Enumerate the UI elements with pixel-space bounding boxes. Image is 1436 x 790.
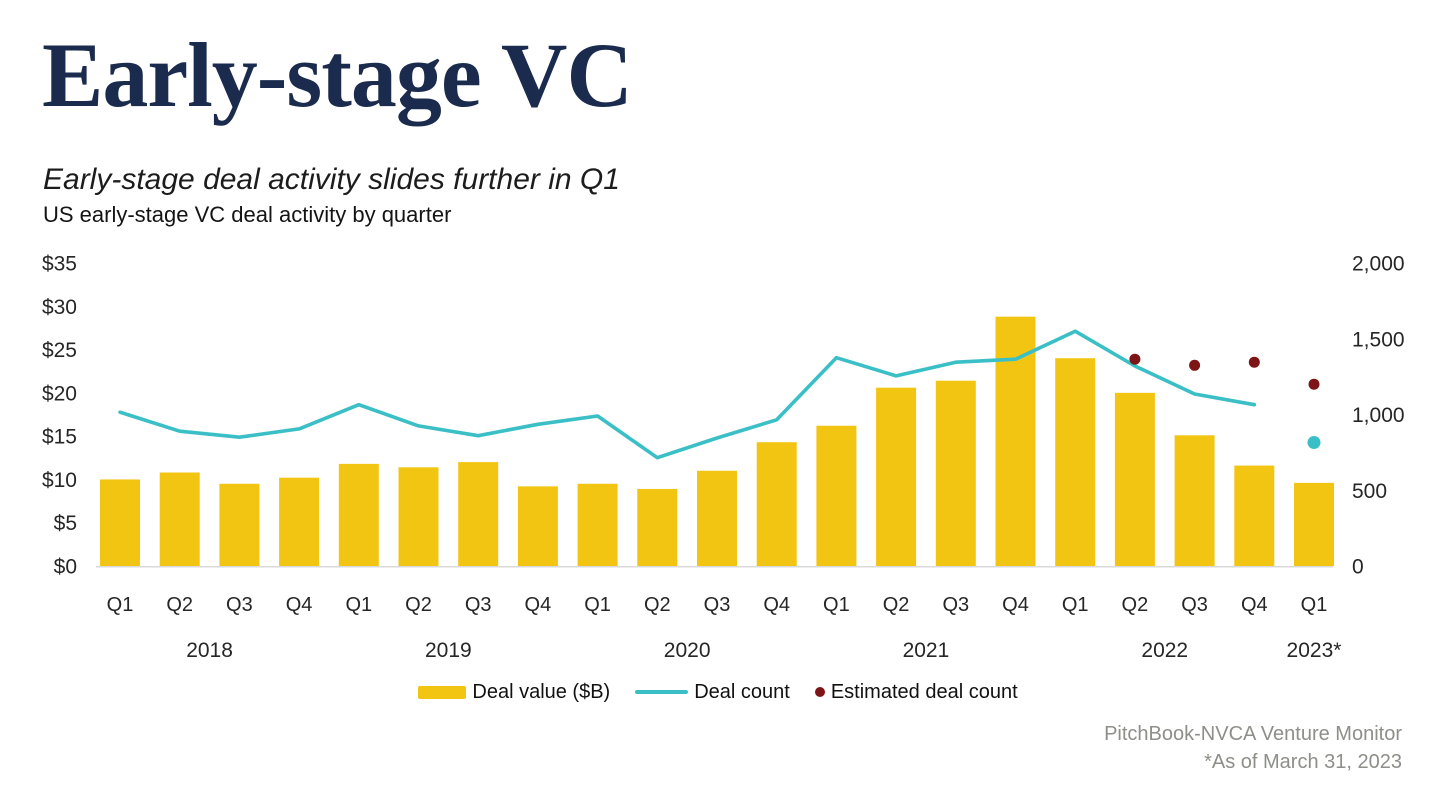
legend-item-estimated-deal-count: Estimated deal count (814, 680, 1018, 704)
left-axis-tick-label: $15 (42, 426, 77, 449)
year-label: 2021 (903, 639, 950, 662)
year-label: 2023* (1287, 639, 1342, 662)
deal-value-bar (458, 462, 499, 566)
quarter-label: Q2 (644, 594, 671, 616)
quarter-label: Q3 (465, 594, 492, 616)
right-axis-tick-label: 1,000 (1352, 404, 1405, 427)
deal-value-bar (756, 442, 797, 566)
quarter-label: Q3 (226, 594, 253, 616)
quarter-label: Q3 (942, 594, 969, 616)
estimated-deal-count-dot (1129, 353, 1141, 365)
legend-swatch-bar-icon (418, 685, 467, 699)
left-axis-tick-label: $20 (42, 382, 77, 405)
quarter-label: Q1 (345, 594, 372, 616)
left-axis-tick-label: $5 (54, 512, 77, 535)
chart-canvas: $0 $5 $10 $15 $20 $25 $30 $35 0 500 1,000 1,500 2,00… (42, 253, 1405, 663)
quarter-label: Q1 (584, 594, 611, 616)
deal-count-point (1307, 436, 1321, 449)
year-label: 2019 (425, 639, 472, 662)
legend-item-deal-count: Deal count (635, 681, 790, 704)
quarter-label: Q4 (763, 594, 790, 616)
deal-value-bar (876, 387, 917, 566)
deal-value-bar (1294, 482, 1334, 566)
right-axis-tick-label: 0 (1352, 556, 1364, 579)
legend-label: Deal count (694, 680, 790, 703)
quarter-label: Q3 (704, 594, 731, 616)
year-label: 2022 (1141, 639, 1188, 662)
legend-label: Deal value ($B) (472, 680, 611, 703)
left-axis-tick-label: $0 (54, 556, 77, 579)
quarter-label: Q4 (286, 594, 313, 616)
quarter-label: Q4 (1241, 594, 1268, 616)
quarter-label: Q2 (1122, 594, 1149, 616)
source-line: PitchBook-NVCA Venture Monitor (1104, 723, 1402, 745)
chart-legend: Deal value ($B) Deal count Estimated deal … (0, 676, 1436, 708)
year-label: 2020 (664, 639, 711, 662)
page-title: Early-stage VC (42, 24, 633, 126)
legend-swatch-dot-icon (814, 687, 825, 697)
quarter-label: Q1 (107, 594, 134, 616)
deal-value-bar (1174, 435, 1215, 566)
quarter-label: Q2 (166, 594, 193, 616)
quarter-label: Q1 (1301, 594, 1328, 616)
quarter-label: Q4 (525, 594, 552, 616)
estimated-deal-count-dot (1248, 356, 1260, 368)
quarter-label: Q3 (1181, 594, 1208, 616)
estimated-deal-count-dot (1189, 359, 1201, 371)
deal-value-bar (1055, 358, 1096, 566)
legend-swatch-line-icon (635, 690, 689, 694)
quarter-label: Q1 (823, 594, 850, 616)
chart-description: US early-stage VC deal activity by quart… (43, 202, 452, 227)
deal-value-bar (398, 467, 439, 566)
deal-value-bar (219, 483, 260, 566)
deal-value-bar (159, 472, 200, 566)
year-label: 2018 (186, 639, 233, 662)
legend-label: Estimated deal count (830, 680, 1018, 703)
chart-subtitle: Early-stage deal activity slides further… (43, 163, 620, 196)
deal-value-bar (517, 486, 558, 566)
deal-value-bar (577, 483, 618, 566)
deal-value-bar (637, 488, 678, 566)
quarter-label: Q2 (883, 594, 910, 616)
left-axis-tick-label: $25 (42, 339, 77, 362)
deal-count-line (118, 329, 1257, 460)
deal-value-bar (1114, 392, 1155, 566)
deal-value-bar (338, 463, 379, 566)
deal-value-bar (816, 425, 857, 566)
asof-line: *As of March 31, 2023 (1204, 751, 1402, 773)
left-axis-tick-label: $10 (42, 469, 77, 492)
quarter-label: Q4 (1002, 594, 1029, 616)
legend-item-deal-value-b: Deal value ($B) (418, 681, 610, 704)
deal-value-bar (935, 380, 976, 566)
right-axis-tick-label: 1,500 (1352, 328, 1405, 351)
estimated-deal-count-dot (1308, 378, 1320, 390)
deal-value-bar (697, 470, 737, 566)
source-attribution: PitchBook-NVCA Venture Monitor *As of Ma… (1104, 720, 1402, 776)
deal-value-bar (279, 477, 320, 566)
right-axis-tick-label: 500 (1352, 480, 1387, 503)
right-axis-tick-label: 2,000 (1352, 253, 1405, 276)
deal-value-bar (100, 479, 140, 566)
quarter-label: Q1 (1062, 594, 1089, 616)
left-axis-tick-label: $35 (42, 253, 77, 276)
quarter-label: Q2 (405, 594, 432, 616)
deal-value-bar (1234, 465, 1275, 566)
left-axis-tick-label: $30 (42, 296, 77, 319)
combo-chart: $0 $5 $10 $15 $20 $25 $30 $35 0 500 1,000 1,500 2,00… (0, 240, 1436, 670)
